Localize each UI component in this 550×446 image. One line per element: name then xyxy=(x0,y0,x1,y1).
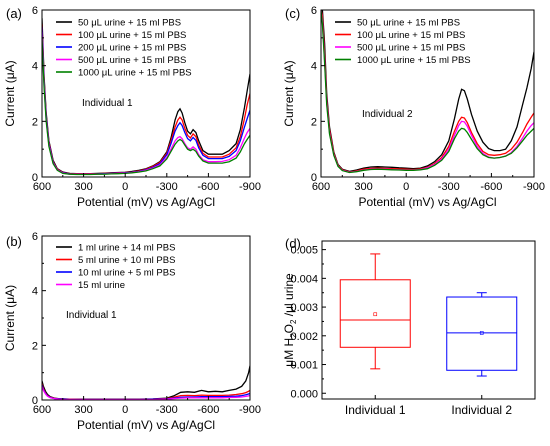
y-tick-label: 4 xyxy=(32,286,38,298)
panel-annotation: Individual 1 xyxy=(82,98,133,109)
legend-entry-0: 50 μL urine + 15 ml PBS xyxy=(78,18,181,29)
x-tick-label: -300 xyxy=(156,404,178,416)
legend-entry-2: 10 ml urine + 5 ml PBS xyxy=(78,268,175,279)
panel-letter: (b) xyxy=(6,234,22,249)
y-tick-label: 0.001 xyxy=(290,360,318,372)
y-tick-label: 2 xyxy=(32,340,38,352)
panel-c: 600 300 0 -300 -600 -900 0 2 4 6 Potential (mV) vs… xyxy=(282,5,545,209)
x-category-label: Individual 1 xyxy=(345,403,406,417)
x-tick-label: 0 xyxy=(122,404,128,416)
x-axis-title: Potential (mV) vs Ag/AgCl xyxy=(358,195,496,209)
legend-entry-1: 100 μL urine + 15 ml PBS xyxy=(78,30,186,41)
mean-marker xyxy=(373,312,378,317)
x-tick-label: -300 xyxy=(438,181,460,193)
mean-marker xyxy=(479,331,484,335)
y-axis-title-part: 2 xyxy=(289,333,298,338)
series-line-3 xyxy=(321,10,534,174)
y-tick-label: 0.002 xyxy=(290,331,318,343)
y-axis-title: μM H2O2 /μl urine xyxy=(282,273,298,367)
x-axis-title: Potential (mV) vs Ag/AgCl xyxy=(77,418,215,432)
legend-entry-3: 500 μL urine + 15 ml PBS xyxy=(78,55,186,66)
y-axis-title-part: μM H xyxy=(282,338,296,367)
y-axis-title-part: /μl urine xyxy=(282,273,296,320)
panel-letter: (c) xyxy=(285,6,300,21)
legend-entry-4: 1000 μL urine + 15 ml PBS xyxy=(78,68,192,79)
y-axis-title: Current (μA) xyxy=(3,60,17,126)
x-tick-label: -600 xyxy=(480,181,502,193)
legend-entry-2: 500 μL urine + 15 ml PBS xyxy=(357,43,465,54)
panel-annotation: Individual 1 xyxy=(66,310,117,321)
panel-b: 600 300 0 -300 -600 -900 0 2 4 6 Potential (mV) vs… xyxy=(3,231,261,432)
y-tick-label: 6 xyxy=(311,5,317,17)
y-tick-label: 2 xyxy=(311,116,317,128)
x-tick-label: 300 xyxy=(74,181,92,193)
y-tick-label: 6 xyxy=(32,231,38,243)
legend-entry-1: 100 μL urine + 15 ml PBS xyxy=(357,30,465,41)
x-tick-label: -900 xyxy=(523,181,545,193)
x-tick-label: -300 xyxy=(156,181,178,193)
y-tick-label: 4 xyxy=(311,61,317,73)
y-tick-label: 2 xyxy=(32,116,38,128)
panel-d: 0.000 0.001 0.002 0.003 0.004 0.005 Individual… xyxy=(282,236,536,417)
box-1 xyxy=(446,292,518,377)
series-line-0 xyxy=(42,365,250,400)
x-tick-label: 300 xyxy=(354,181,372,193)
series-line-4 xyxy=(42,37,250,176)
x-category-label: Individual 2 xyxy=(451,403,512,417)
legend-entry-3: 1000 μL urine + 15 ml PBS xyxy=(357,55,471,66)
y-tick-label: 6 xyxy=(32,5,38,17)
y-tick-label: 0 xyxy=(311,172,317,184)
series-line-3 xyxy=(42,386,250,400)
legend-entry-2: 200 μL urine + 15 ml PBS xyxy=(78,43,186,54)
box-body xyxy=(446,296,518,371)
y-tick-label: 0 xyxy=(32,395,38,407)
panel-letter: (a) xyxy=(6,6,22,21)
panel-a: 600 300 0 -300 -600 -900 0 2 4 6 Potential (mV) vs… xyxy=(3,5,261,209)
x-tick-label: 0 xyxy=(403,181,409,193)
x-tick-label: 600 xyxy=(33,404,51,416)
y-tick-label: 0.005 xyxy=(290,245,318,257)
y-tick-label: 0.004 xyxy=(290,273,318,285)
y-tick-label: 4 xyxy=(32,61,38,73)
y-tick-label: 0.000 xyxy=(290,388,318,400)
legend-entry-0: 1 ml urine + 14 ml PBS xyxy=(78,243,175,254)
panel-letter: (d) xyxy=(285,236,301,251)
legend-entry-0: 50 μL urine + 15 ml PBS xyxy=(357,18,460,29)
legend-entry-3: 15 ml urine xyxy=(78,280,125,291)
x-tick-label: 600 xyxy=(312,181,330,193)
y-axis-title: Current (μA) xyxy=(3,285,17,351)
x-tick-label: -600 xyxy=(197,404,219,416)
plot-frame xyxy=(321,240,536,400)
legend-entry-1: 5 ml urine + 10 ml PBS xyxy=(78,255,175,266)
x-tick-label: -900 xyxy=(239,181,261,193)
y-axis-title-part: O xyxy=(282,324,296,333)
box-body xyxy=(339,279,411,348)
x-tick-label: 300 xyxy=(74,404,92,416)
y-axis-title: Current (μA) xyxy=(282,60,296,126)
panel-annotation: Individual 2 xyxy=(362,109,413,120)
x-axis-title: Potential (mV) vs Ag/AgCl xyxy=(77,195,215,209)
x-tick-label: 0 xyxy=(122,181,128,193)
x-tick-label: -600 xyxy=(197,181,219,193)
x-tick-label: 600 xyxy=(33,181,51,193)
x-tick-label: -900 xyxy=(239,404,261,416)
y-tick-label: 0 xyxy=(32,172,38,184)
y-tick-label: 0.003 xyxy=(290,302,318,314)
y-axis-title-part: 2 xyxy=(289,319,298,324)
series-line-3 xyxy=(42,32,250,175)
box-0 xyxy=(339,253,411,370)
